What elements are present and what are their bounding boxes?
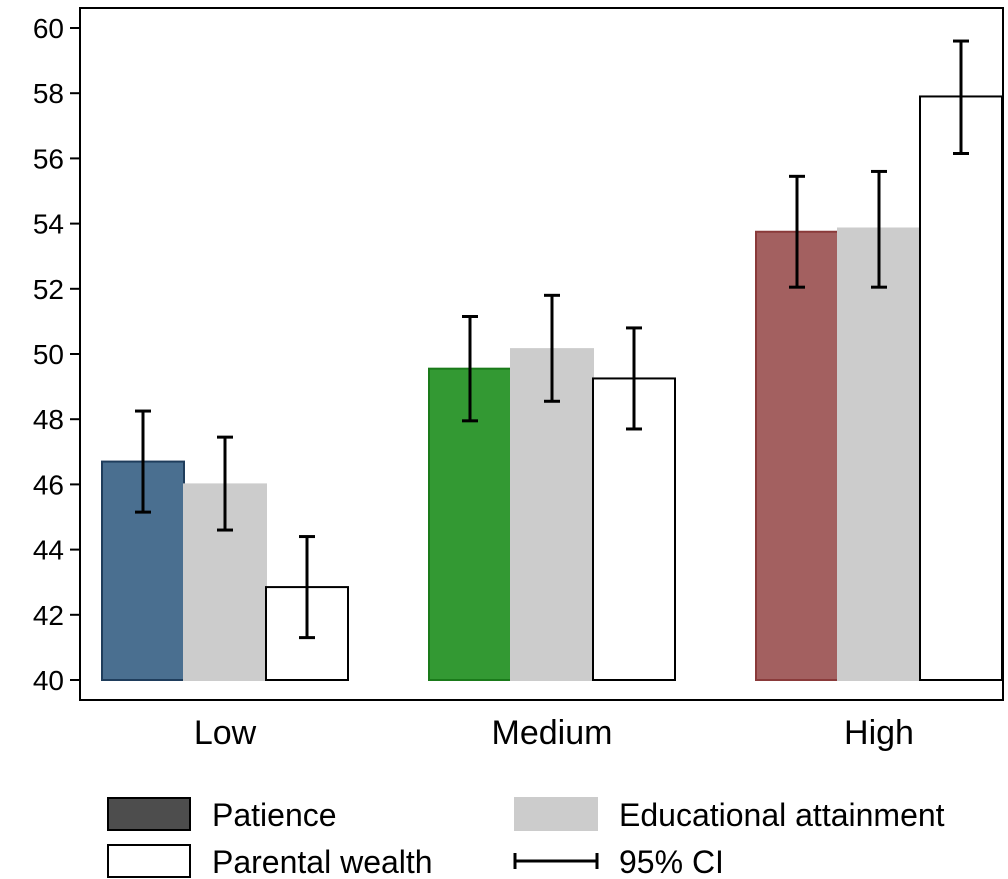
x-axis-category-labels: Low Medium High: [194, 714, 914, 752]
legend-educational-attainment-swatch: [514, 797, 598, 831]
ci-parental-wealth-low: [299, 535, 315, 640]
y-tick-label: 40: [33, 665, 64, 696]
legend-patience: Patience: [107, 797, 337, 833]
ci-educational-attainment-low: [217, 435, 233, 532]
error-bars: [135, 39, 969, 640]
ci-patience-low: [135, 409, 151, 514]
y-axis-ticks: 40 42 44 46 48 50 52 54 56 58 60: [33, 13, 80, 696]
legend: Patience Educational attainment Parental w…: [107, 797, 945, 879]
y-tick-label: 54: [33, 209, 64, 240]
ci-patience-medium: [462, 315, 478, 423]
legend-parental-wealth-swatch: [107, 844, 191, 878]
bar-educational-attainment-high: [837, 227, 921, 682]
legend-educational-attainment: Educational attainment: [514, 797, 945, 833]
legend-patience-swatch: [107, 797, 191, 831]
legend-ci-symbol: [513, 853, 599, 869]
ci-parental-wealth-medium: [626, 326, 642, 431]
y-tick-label: 56: [33, 143, 64, 174]
legend-ci-label: 95% CI: [619, 844, 724, 879]
category-label-high: High: [844, 714, 914, 752]
y-tick-label: 58: [33, 78, 64, 109]
legend-ci: 95% CI: [513, 844, 724, 879]
y-tick-label: 46: [33, 469, 64, 500]
y-tick-label: 60: [33, 13, 64, 44]
legend-patience-label: Patience: [212, 797, 337, 833]
y-tick-label: 44: [33, 535, 64, 566]
category-label-low: Low: [194, 714, 257, 752]
ci-patience-high: [789, 174, 805, 289]
legend-parental-wealth: Parental wealth: [107, 844, 433, 879]
legend-parental-wealth-label: Parental wealth: [212, 844, 433, 879]
ci-parental-wealth-high: [953, 39, 969, 156]
ci-educational-attainment-medium: [544, 293, 560, 403]
ci-educational-attainment-high: [871, 169, 887, 289]
y-tick-label: 48: [33, 404, 64, 435]
bar-patience-high: [755, 230, 839, 681]
y-tick-label: 50: [33, 339, 64, 370]
bar-parental-wealth-high: [919, 95, 1003, 681]
category-label-medium: Medium: [492, 714, 613, 752]
legend-educational-attainment-label: Educational attainment: [619, 797, 945, 833]
y-tick-label: 42: [33, 600, 64, 631]
y-tick-label: 52: [33, 274, 64, 305]
